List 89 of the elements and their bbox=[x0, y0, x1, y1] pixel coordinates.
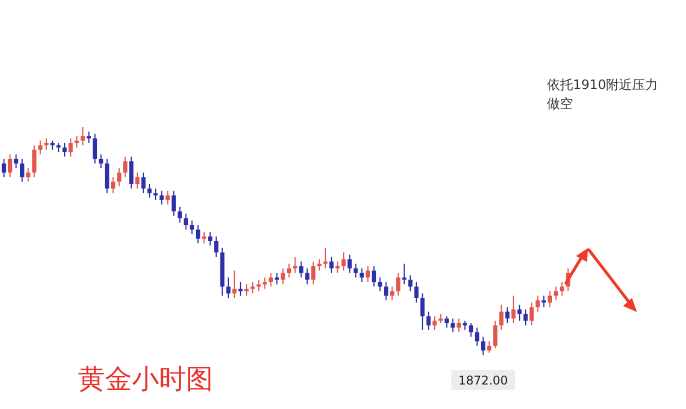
candlestick bbox=[505, 306, 510, 324]
candlestick bbox=[268, 272, 273, 288]
candlestick bbox=[214, 236, 218, 258]
candlestick bbox=[160, 190, 164, 206]
candlestick bbox=[172, 190, 176, 217]
candlestick bbox=[499, 304, 504, 331]
candlestick bbox=[20, 158, 24, 182]
candlestick bbox=[286, 263, 292, 278]
candlestick bbox=[2, 158, 6, 178]
candlestick bbox=[184, 213, 188, 230]
candlestick bbox=[74, 136, 79, 148]
candlestick bbox=[402, 263, 406, 285]
candlestick bbox=[190, 220, 194, 235]
candlestick bbox=[432, 316, 437, 331]
candlestick bbox=[292, 256, 298, 274]
candlestick bbox=[147, 183, 152, 198]
candlestick bbox=[542, 295, 546, 308]
candlestick bbox=[250, 281, 255, 294]
candlestick bbox=[462, 320, 468, 331]
candlestick bbox=[384, 281, 388, 301]
candlestick bbox=[372, 265, 376, 288]
candlestick bbox=[153, 188, 158, 201]
candlestick bbox=[26, 167, 30, 182]
candlestick bbox=[468, 322, 474, 338]
candlestick bbox=[129, 156, 134, 190]
candlestick bbox=[366, 265, 370, 283]
candlestick bbox=[342, 252, 346, 272]
candlestick bbox=[232, 270, 237, 299]
candlestick bbox=[438, 313, 443, 324]
candlestick bbox=[166, 190, 170, 206]
text: 1872.00 bbox=[458, 374, 508, 388]
candlestick bbox=[38, 140, 42, 155]
candlestick bbox=[474, 327, 480, 346]
candlestick bbox=[414, 281, 419, 304]
candlestick bbox=[178, 206, 182, 224]
candlestick bbox=[123, 156, 128, 178]
candlestick bbox=[280, 268, 286, 285]
candlestick bbox=[256, 279, 261, 292]
candlestick bbox=[517, 304, 522, 322]
candlestick bbox=[329, 256, 334, 274]
candlestick bbox=[317, 258, 322, 272]
candlestick bbox=[80, 126, 85, 146]
candlestick bbox=[117, 167, 122, 187]
candlestick bbox=[408, 274, 412, 292]
candlestick bbox=[323, 247, 328, 269]
candlestick bbox=[208, 231, 212, 246]
candlestick bbox=[548, 290, 552, 308]
candlestick bbox=[493, 320, 498, 349]
candlestick bbox=[14, 154, 18, 169]
candlestick bbox=[560, 281, 564, 296]
candlestick bbox=[299, 260, 304, 278]
candlestick bbox=[62, 142, 67, 158]
candlestick bbox=[226, 276, 230, 299]
candlestick bbox=[86, 130, 91, 144]
candlestick bbox=[396, 272, 400, 296]
candlestick bbox=[354, 263, 358, 278]
candlestick bbox=[487, 340, 492, 354]
candlestick bbox=[32, 144, 36, 178]
candlestick bbox=[311, 260, 316, 285]
candlestick bbox=[98, 154, 104, 169]
text: 依托1910附近压力做空 bbox=[547, 78, 658, 112]
text: 黄金小时图 bbox=[78, 364, 213, 395]
candlestick bbox=[426, 311, 431, 331]
candlestick bbox=[335, 260, 340, 274]
candlestick bbox=[360, 268, 364, 283]
candlestick bbox=[390, 286, 394, 301]
candlestick bbox=[481, 336, 486, 356]
candlestick bbox=[554, 286, 558, 301]
candlestick bbox=[305, 268, 310, 285]
candlestick bbox=[56, 142, 61, 153]
candlestick bbox=[378, 276, 382, 292]
candlestick bbox=[196, 224, 200, 244]
candlestick bbox=[536, 295, 540, 312]
candlestick bbox=[444, 316, 449, 328]
candlestick bbox=[523, 308, 528, 326]
candlestick bbox=[530, 302, 534, 326]
candlestick bbox=[262, 276, 267, 290]
candlestick bbox=[348, 254, 352, 274]
candlestick bbox=[111, 176, 116, 194]
candlestick bbox=[420, 292, 425, 331]
candlestick bbox=[274, 272, 280, 285]
candlestick bbox=[450, 318, 455, 333]
candlestick bbox=[92, 133, 98, 164]
candlestick bbox=[8, 154, 12, 178]
candlestick bbox=[135, 172, 140, 190]
candlestick bbox=[456, 318, 461, 333]
candlestick bbox=[511, 295, 516, 324]
candlestick bbox=[68, 138, 73, 158]
candlestick bbox=[141, 172, 146, 194]
